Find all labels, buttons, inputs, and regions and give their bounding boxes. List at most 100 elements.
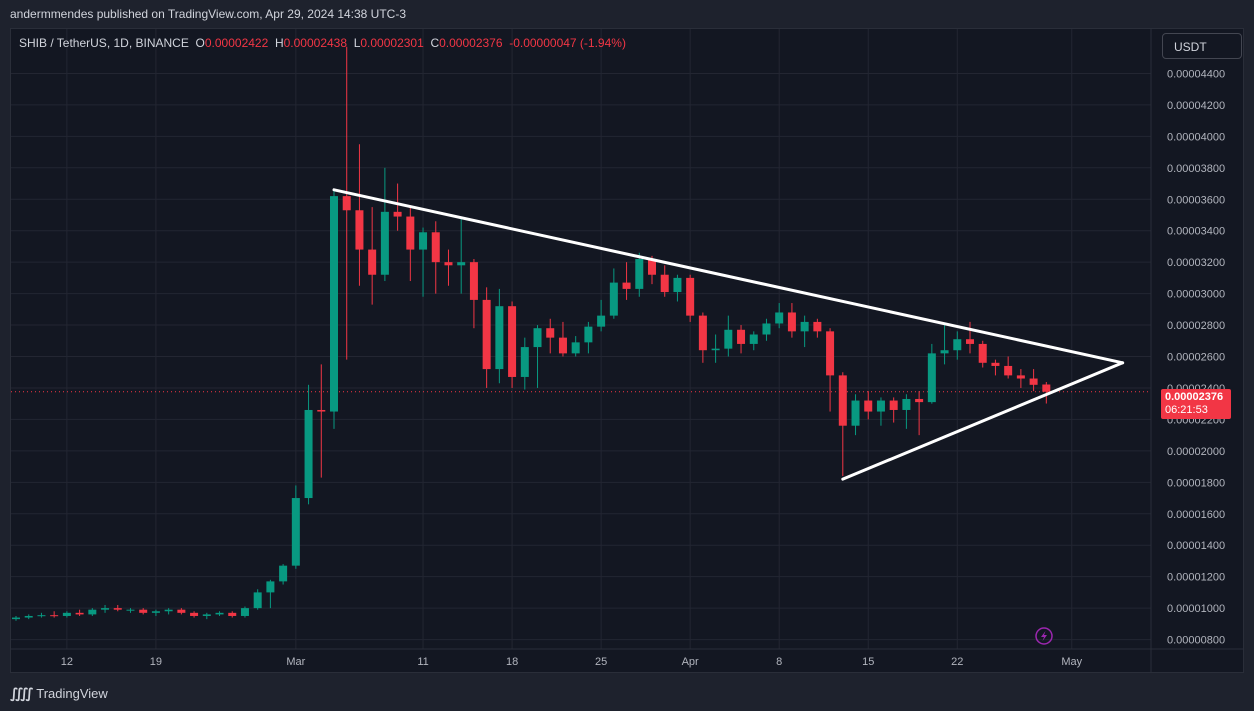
- candle-down: [915, 398, 924, 403]
- price-tick-label: 0.00001200: [1167, 572, 1225, 584]
- low-value: 0.00002301: [360, 36, 424, 50]
- candle-up: [902, 398, 911, 410]
- price-tick-label: 0.00001600: [1167, 509, 1225, 521]
- time-tick-label: Mar: [286, 656, 305, 668]
- symbol-legend: SHIB / TetherUS, 1D, BINANCE O0.00002422…: [19, 36, 626, 50]
- candle-up: [101, 608, 110, 610]
- candle-up: [126, 609, 135, 611]
- candle-up: [304, 409, 313, 499]
- trendline-upper: [332, 188, 1125, 365]
- candle-down: [622, 282, 631, 289]
- candle-up: [724, 329, 733, 349]
- lightning-icon: [1035, 627, 1053, 645]
- trendline-lower: [841, 361, 1125, 481]
- time-tick-label: 19: [150, 656, 162, 668]
- candle-up: [12, 617, 20, 620]
- candle-down: [139, 609, 148, 613]
- candle-down: [1016, 375, 1025, 379]
- price-tick-label: 0.00001000: [1167, 603, 1225, 615]
- candle-down: [813, 321, 822, 332]
- open-label: O: [195, 36, 205, 50]
- publish-header: andermmendes published on TradingView.co…: [10, 7, 407, 21]
- candle-down: [75, 612, 84, 615]
- footer-brand: TradingView: [36, 686, 108, 701]
- open-value: 0.00002422: [204, 36, 269, 50]
- symbol-name[interactable]: SHIB / TetherUS, 1D, BINANCE: [19, 36, 189, 50]
- candle-up: [876, 400, 885, 412]
- candle-up: [940, 350, 949, 354]
- time-tick-label: Apr: [682, 656, 699, 668]
- candle-down: [355, 210, 364, 250]
- candle-up: [673, 277, 682, 293]
- candle-up: [151, 611, 160, 613]
- candle-down: [966, 339, 974, 344]
- price-tick-label: 0.00002000: [1167, 446, 1225, 458]
- price-tick-label: 0.00003600: [1167, 194, 1225, 206]
- price-tick-label: 0.00002600: [1167, 352, 1225, 364]
- close-value: 0.00002376: [439, 36, 503, 50]
- time-tick-label: 22: [951, 656, 963, 668]
- candle-down: [991, 362, 1000, 366]
- candle-up: [88, 609, 97, 615]
- candle-up: [749, 334, 758, 344]
- time-tick-label: 25: [595, 656, 607, 668]
- candle-down: [113, 608, 122, 610]
- time-tick-label: 11: [417, 656, 428, 668]
- high-value: 0.00002438: [283, 36, 348, 50]
- candle-up: [495, 306, 504, 370]
- candle-down: [444, 262, 453, 266]
- candle-up: [240, 608, 249, 616]
- candlestick-chart[interactable]: 0.00004400 0.00004200 0.00004000 0.00003800…: [11, 29, 1244, 673]
- price-tick-label: 0.00000800: [1167, 635, 1225, 647]
- price-tick-label: 0.00004000: [1167, 131, 1225, 143]
- candle-up: [762, 323, 771, 335]
- candle-up: [164, 609, 173, 612]
- candle-down: [698, 315, 707, 351]
- candle-up: [609, 282, 618, 316]
- tradingview-footer[interactable]: ⨌ TradingView: [10, 685, 108, 702]
- price-tick-label: 0.00004200: [1167, 100, 1225, 112]
- candle-down: [368, 249, 377, 275]
- chart-area[interactable]: 0.00004400 0.00004200 0.00004000 0.00003800…: [10, 28, 1244, 673]
- price-tick-label: 0.00004400: [1167, 68, 1225, 80]
- candle-up: [279, 565, 288, 582]
- candle-up: [62, 612, 71, 616]
- candle-down: [686, 277, 695, 316]
- candle-up: [953, 339, 962, 351]
- candle-up: [571, 342, 580, 354]
- candle-up: [291, 498, 300, 566]
- candle-up: [457, 262, 466, 266]
- candle-down: [406, 216, 415, 250]
- candle-down: [431, 232, 440, 263]
- candle-down: [864, 400, 873, 412]
- candle-down: [787, 312, 796, 332]
- candle-down: [317, 409, 326, 412]
- currency-button[interactable]: USDT: [1162, 33, 1242, 59]
- candle-up: [37, 615, 46, 617]
- time-tick-label: 8: [776, 656, 782, 668]
- candle-up: [800, 321, 809, 332]
- candle-down: [342, 196, 351, 211]
- candle-up: [215, 612, 224, 615]
- time-tick-label: 12: [61, 656, 73, 668]
- price-tick-label: 0.00003200: [1167, 257, 1225, 269]
- last-price-value: 0.00002376: [1165, 391, 1224, 403]
- candle-down: [469, 262, 478, 300]
- candle-up: [202, 614, 211, 616]
- candle-up: [597, 315, 606, 327]
- candle-down: [228, 612, 237, 616]
- change-value: -0.00000047 (-1.94%): [509, 36, 626, 50]
- candle-down: [558, 337, 567, 354]
- candle-up: [851, 400, 860, 426]
- candle-down: [1042, 384, 1051, 392]
- candle-down: [508, 306, 517, 377]
- candle-down: [826, 331, 835, 376]
- close-label: C: [430, 36, 440, 50]
- candle-down: [177, 609, 186, 613]
- price-tick-label: 0.00003000: [1167, 289, 1225, 301]
- tradingview-logo-icon: ⨌: [10, 685, 33, 701]
- candle-up: [419, 232, 428, 250]
- candle-up: [330, 196, 338, 412]
- bar-countdown: 06:21:53: [1165, 404, 1208, 416]
- candle-down: [1029, 378, 1038, 385]
